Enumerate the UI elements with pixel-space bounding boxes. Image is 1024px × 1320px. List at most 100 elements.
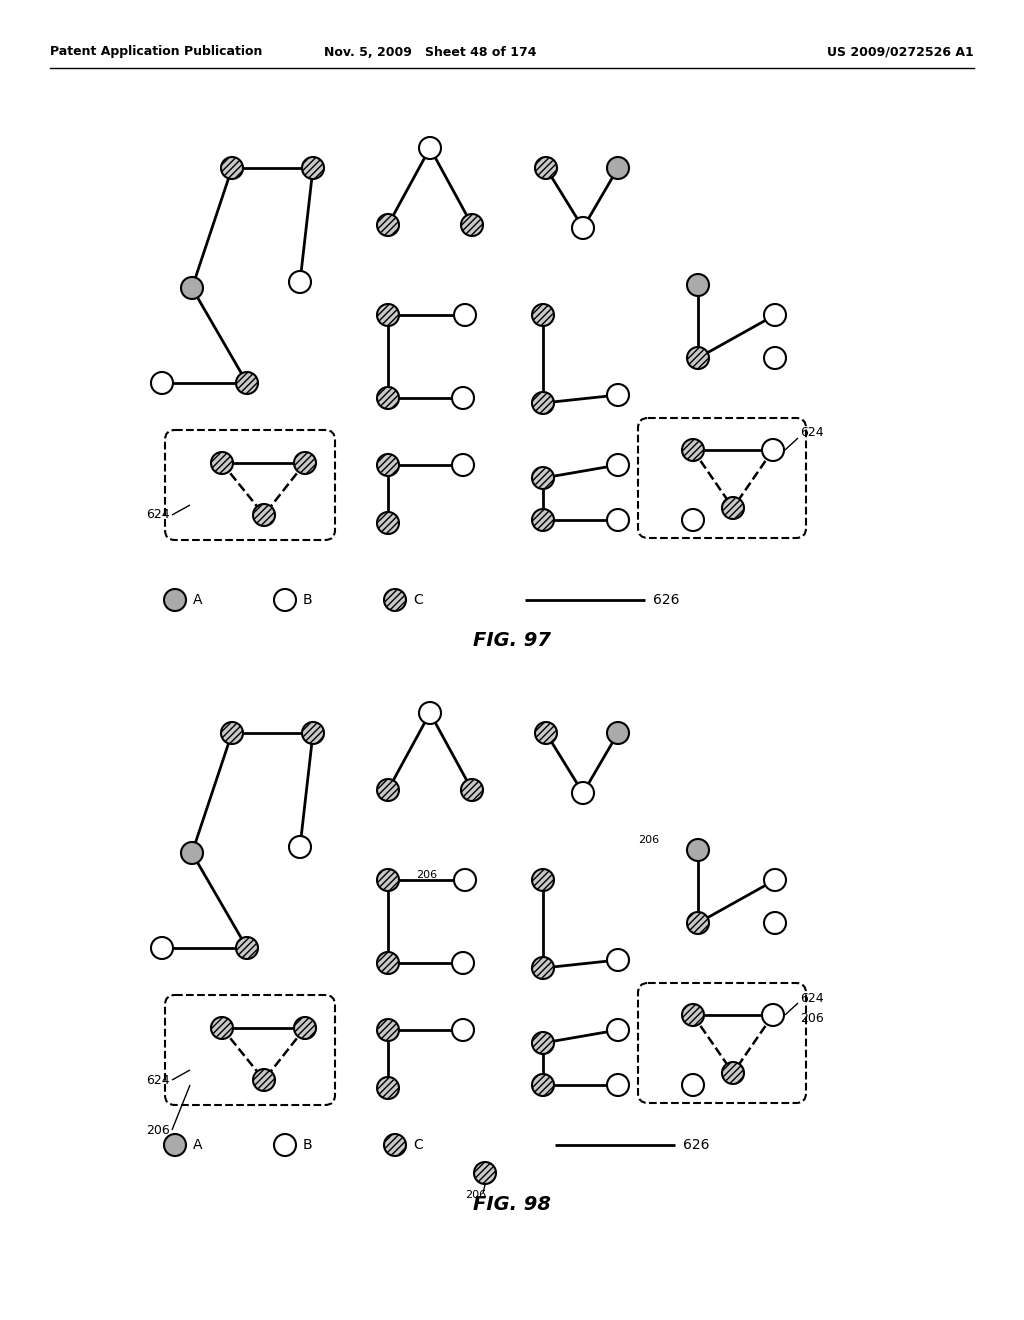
Circle shape [377, 387, 399, 409]
Text: 626: 626 [653, 593, 680, 607]
Circle shape [764, 304, 786, 326]
Text: 206: 206 [465, 1191, 486, 1200]
Circle shape [274, 1134, 296, 1156]
Text: Patent Application Publication: Patent Application Publication [50, 45, 262, 58]
Circle shape [607, 949, 629, 972]
Circle shape [377, 1019, 399, 1041]
Circle shape [419, 702, 441, 723]
Circle shape [253, 504, 275, 525]
Text: FIG. 97: FIG. 97 [473, 631, 551, 649]
Circle shape [377, 304, 399, 326]
Text: A: A [193, 593, 203, 607]
Circle shape [211, 451, 233, 474]
Circle shape [384, 1134, 406, 1156]
Text: B: B [303, 1138, 312, 1152]
Circle shape [607, 510, 629, 531]
Circle shape [274, 589, 296, 611]
Text: 624: 624 [146, 508, 170, 521]
Circle shape [289, 836, 311, 858]
Circle shape [682, 440, 705, 461]
Circle shape [532, 467, 554, 488]
Circle shape [532, 392, 554, 414]
Circle shape [302, 157, 324, 180]
Circle shape [535, 722, 557, 744]
Circle shape [377, 214, 399, 236]
Circle shape [294, 1016, 316, 1039]
Circle shape [572, 216, 594, 239]
Circle shape [607, 722, 629, 744]
Text: 206: 206 [146, 1123, 170, 1137]
Circle shape [682, 1074, 705, 1096]
Text: 206: 206 [800, 1011, 823, 1024]
Circle shape [764, 347, 786, 370]
Circle shape [687, 275, 709, 296]
Text: 626: 626 [683, 1138, 710, 1152]
Circle shape [532, 510, 554, 531]
Circle shape [289, 271, 311, 293]
Circle shape [682, 1005, 705, 1026]
Text: 624: 624 [146, 1073, 170, 1086]
Circle shape [762, 440, 784, 461]
Text: Nov. 5, 2009   Sheet 48 of 174: Nov. 5, 2009 Sheet 48 of 174 [324, 45, 537, 58]
Circle shape [532, 1074, 554, 1096]
Circle shape [461, 214, 483, 236]
Circle shape [607, 454, 629, 477]
Circle shape [687, 912, 709, 935]
Circle shape [181, 842, 203, 865]
Circle shape [687, 347, 709, 370]
Text: FIG. 98: FIG. 98 [473, 1196, 551, 1214]
Circle shape [151, 937, 173, 960]
Circle shape [377, 869, 399, 891]
Circle shape [377, 952, 399, 974]
Text: A: A [193, 1138, 203, 1152]
Circle shape [221, 157, 243, 180]
Text: C: C [413, 593, 423, 607]
Circle shape [532, 957, 554, 979]
Circle shape [452, 454, 474, 477]
Circle shape [532, 1032, 554, 1053]
Circle shape [377, 454, 399, 477]
Circle shape [452, 387, 474, 409]
Circle shape [181, 277, 203, 300]
Circle shape [722, 1063, 744, 1084]
Circle shape [762, 1005, 784, 1026]
Circle shape [572, 781, 594, 804]
Text: 624: 624 [800, 426, 823, 440]
Text: B: B [303, 593, 312, 607]
Circle shape [151, 372, 173, 393]
Circle shape [461, 779, 483, 801]
Circle shape [532, 869, 554, 891]
Circle shape [221, 722, 243, 744]
Circle shape [687, 840, 709, 861]
Circle shape [384, 589, 406, 611]
Circle shape [377, 512, 399, 535]
Circle shape [294, 451, 316, 474]
Circle shape [236, 937, 258, 960]
Circle shape [532, 304, 554, 326]
Circle shape [607, 384, 629, 407]
Circle shape [419, 137, 441, 158]
Circle shape [211, 1016, 233, 1039]
Circle shape [764, 912, 786, 935]
Circle shape [607, 1019, 629, 1041]
Text: 206: 206 [416, 870, 437, 880]
Circle shape [452, 952, 474, 974]
Circle shape [607, 1074, 629, 1096]
Circle shape [302, 722, 324, 744]
Text: US 2009/0272526 A1: US 2009/0272526 A1 [826, 45, 974, 58]
Circle shape [452, 1019, 474, 1041]
Circle shape [682, 510, 705, 531]
Circle shape [535, 157, 557, 180]
Circle shape [253, 1069, 275, 1092]
Text: C: C [413, 1138, 423, 1152]
Circle shape [607, 157, 629, 180]
Circle shape [722, 498, 744, 519]
Circle shape [164, 1134, 186, 1156]
Circle shape [474, 1162, 496, 1184]
Circle shape [764, 869, 786, 891]
Text: 624: 624 [800, 991, 823, 1005]
Text: 206: 206 [638, 836, 659, 845]
Circle shape [236, 372, 258, 393]
Circle shape [454, 869, 476, 891]
Circle shape [377, 1077, 399, 1100]
